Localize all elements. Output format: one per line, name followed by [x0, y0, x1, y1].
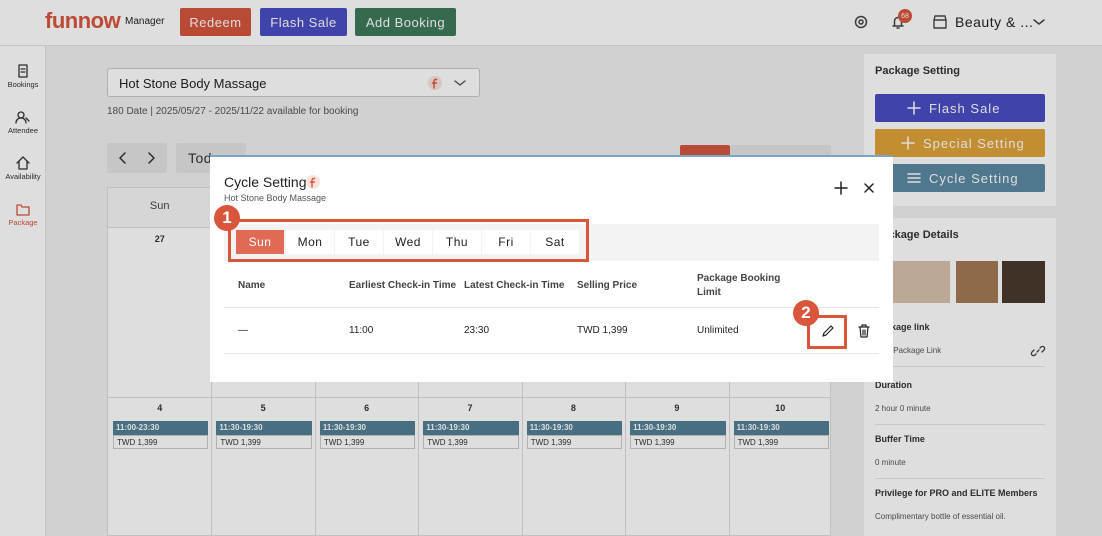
annotation-badge: 1: [214, 205, 240, 231]
table-cell: —: [238, 325, 248, 336]
table-cell: 11:00: [349, 325, 373, 336]
annotation-badge: 2: [793, 300, 819, 326]
highlight-box: [228, 219, 589, 262]
modal-subtitle: Hot Stone Body Massage: [224, 193, 326, 203]
table-cell: TWD 1,399: [577, 325, 628, 336]
table-header-line: [224, 307, 879, 308]
row-line: [224, 353, 879, 354]
modal-title: Cycle Setting: [224, 174, 306, 190]
cycle-setting-modal: Cycle SettingHot Stone Body MassageSunMo…: [210, 155, 893, 382]
column-header: Name: [238, 264, 338, 307]
table-cell: Unlimited: [697, 325, 739, 336]
add-button-svg: [833, 180, 849, 196]
delete-button-svg: [856, 323, 872, 339]
column-header: Latest Check-in Time: [464, 264, 574, 307]
table-cell: 23:30: [464, 325, 489, 336]
column-header: Earliest Check-in Time: [349, 264, 459, 307]
close-button-svg: [861, 180, 877, 196]
add-button[interactable]: [833, 180, 849, 201]
close-button[interactable]: [861, 180, 877, 201]
funnow-icon-svg: [305, 174, 321, 190]
column-header: Selling Price: [577, 264, 687, 307]
delete-button[interactable]: [856, 323, 872, 344]
funnow-icon: [305, 174, 321, 195]
column-header: Package Booking Limit: [697, 264, 797, 307]
